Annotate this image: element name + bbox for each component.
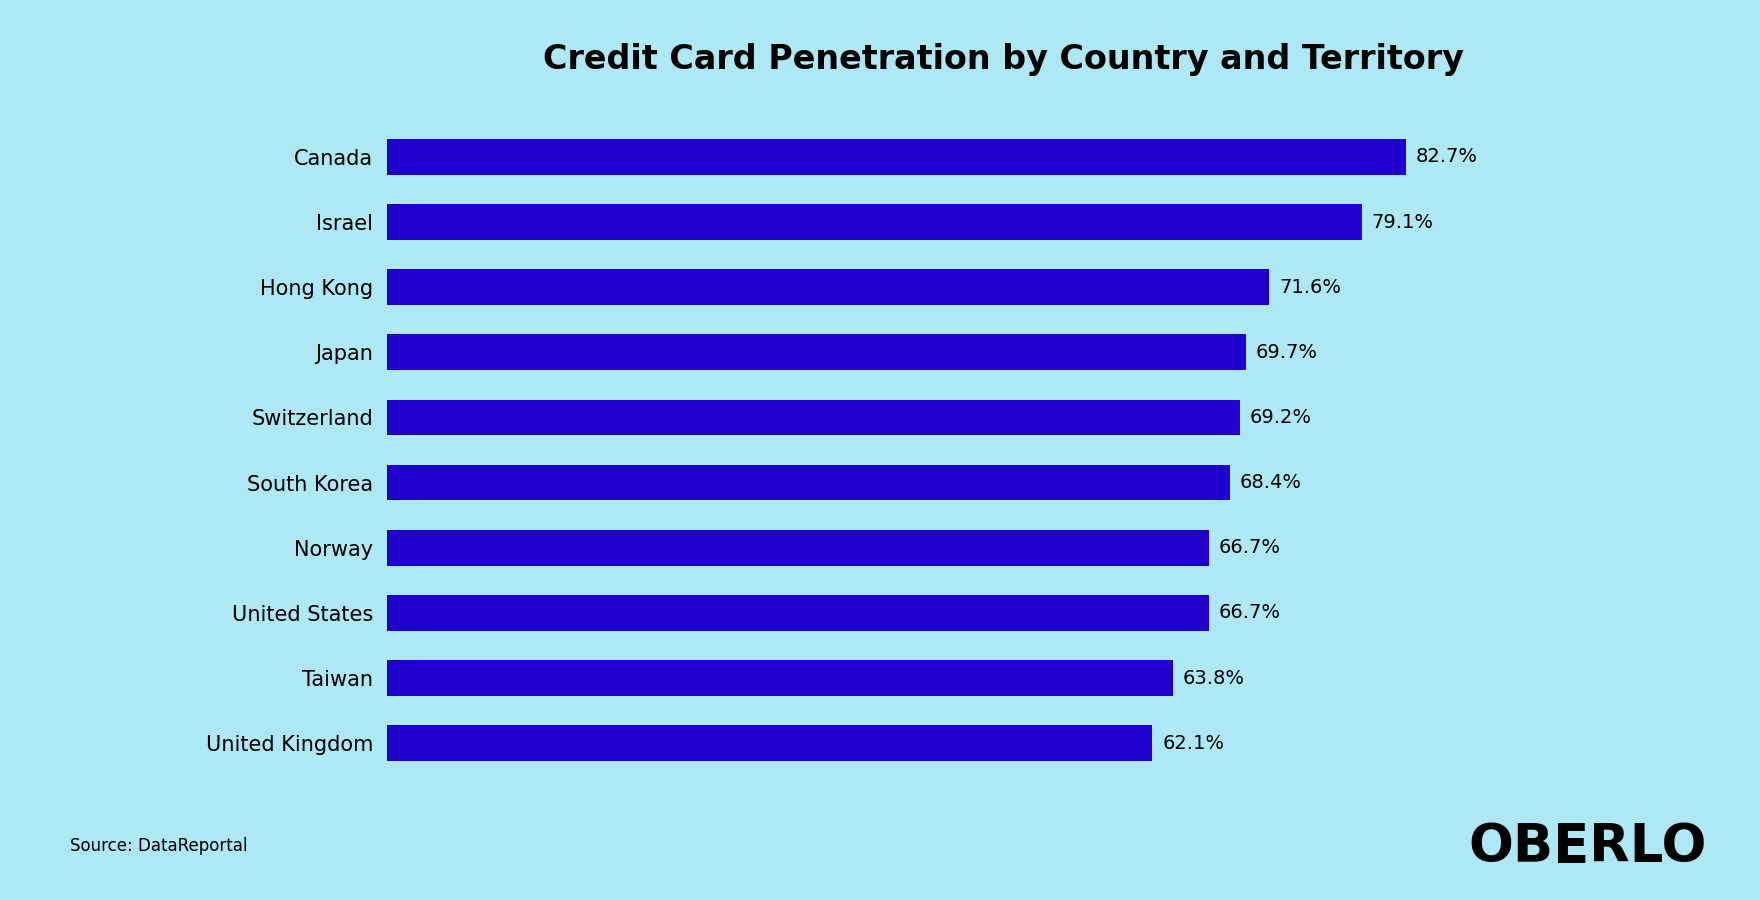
Text: 66.7%: 66.7%: [1220, 538, 1281, 557]
Text: 62.1%: 62.1%: [1162, 734, 1225, 752]
Text: 79.1%: 79.1%: [1371, 212, 1434, 231]
Bar: [387, 139, 1406, 175]
Bar: [387, 660, 1174, 696]
Text: 71.6%: 71.6%: [1280, 277, 1341, 297]
Bar: [387, 335, 1246, 370]
Text: 69.7%: 69.7%: [1257, 343, 1318, 362]
Bar: [387, 269, 1269, 305]
Bar: [387, 204, 1362, 240]
Text: 69.2%: 69.2%: [1250, 408, 1311, 427]
Bar: [387, 464, 1230, 500]
Title: Credit Card Penetration by Country and Territory: Credit Card Penetration by Country and T…: [542, 43, 1464, 76]
Bar: [387, 400, 1239, 436]
Text: Source: DataReportal: Source: DataReportal: [70, 837, 248, 855]
Text: 63.8%: 63.8%: [1183, 669, 1244, 688]
Bar: [387, 530, 1209, 565]
Bar: [387, 595, 1209, 631]
Text: 82.7%: 82.7%: [1417, 148, 1478, 166]
Text: OBERLO: OBERLO: [1470, 821, 1707, 873]
Text: 66.7%: 66.7%: [1220, 603, 1281, 623]
Text: 68.4%: 68.4%: [1239, 473, 1302, 492]
Bar: [387, 725, 1153, 761]
